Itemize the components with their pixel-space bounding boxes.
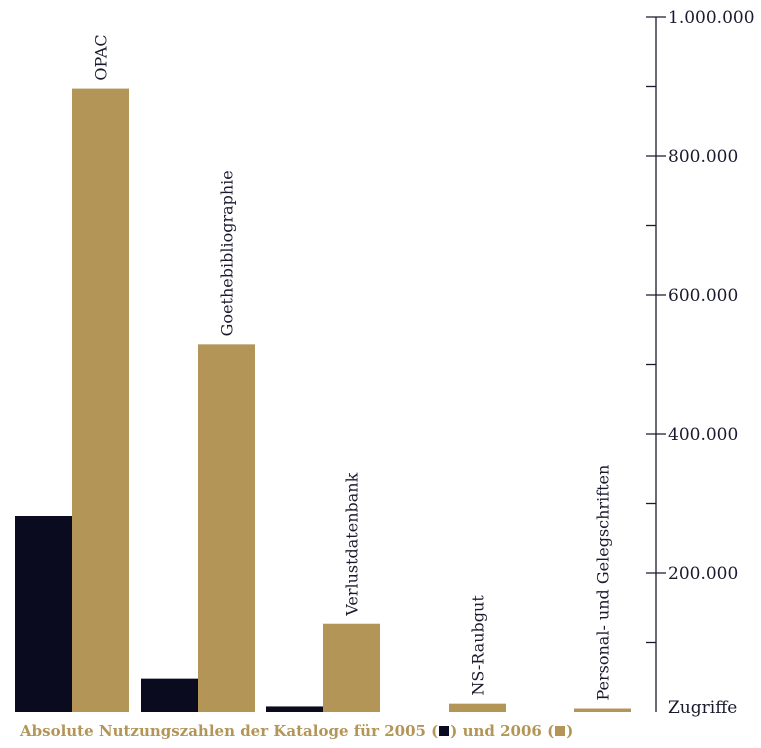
caption-prefix: Absolute Nutzungszahlen der Kataloge für… [20, 722, 439, 740]
chart-caption: Absolute Nutzungszahlen der Kataloge für… [20, 722, 573, 740]
caption-suffix: ) [566, 722, 574, 740]
bar-2006-1 [198, 344, 255, 712]
bar-2006-3 [449, 703, 506, 712]
category-label-2: Verlustdatenbank [343, 472, 362, 616]
bar-2006-2 [323, 623, 380, 712]
category-label-3: NS-Raubgut [469, 595, 488, 696]
bar-2006-4 [574, 708, 631, 712]
category-label-1: Goethebibliographie [218, 170, 237, 336]
bar-2005-1 [141, 678, 198, 712]
category-label-4: Personal- und Gelegschriften [594, 465, 613, 701]
legend-swatch-2006 [555, 726, 566, 736]
bar-2005-2 [266, 706, 323, 712]
y-tick-label-2: 600.000 [668, 286, 738, 306]
y-tick-label-4: 1.000.000 [668, 8, 755, 28]
legend-swatch-2005 [439, 726, 450, 736]
y-axis-unit-label: Zugriffe [668, 698, 737, 718]
y-tick-label-3: 800.000 [668, 147, 738, 167]
bar-2005-0 [15, 516, 72, 712]
category-label-0: OPAC [92, 34, 111, 80]
y-tick-label-0: 200.000 [668, 564, 738, 584]
caption-middle: ) und 2006 ( [450, 722, 555, 740]
bar-2006-0 [72, 88, 129, 712]
y-tick-label-1: 400.000 [668, 425, 738, 445]
